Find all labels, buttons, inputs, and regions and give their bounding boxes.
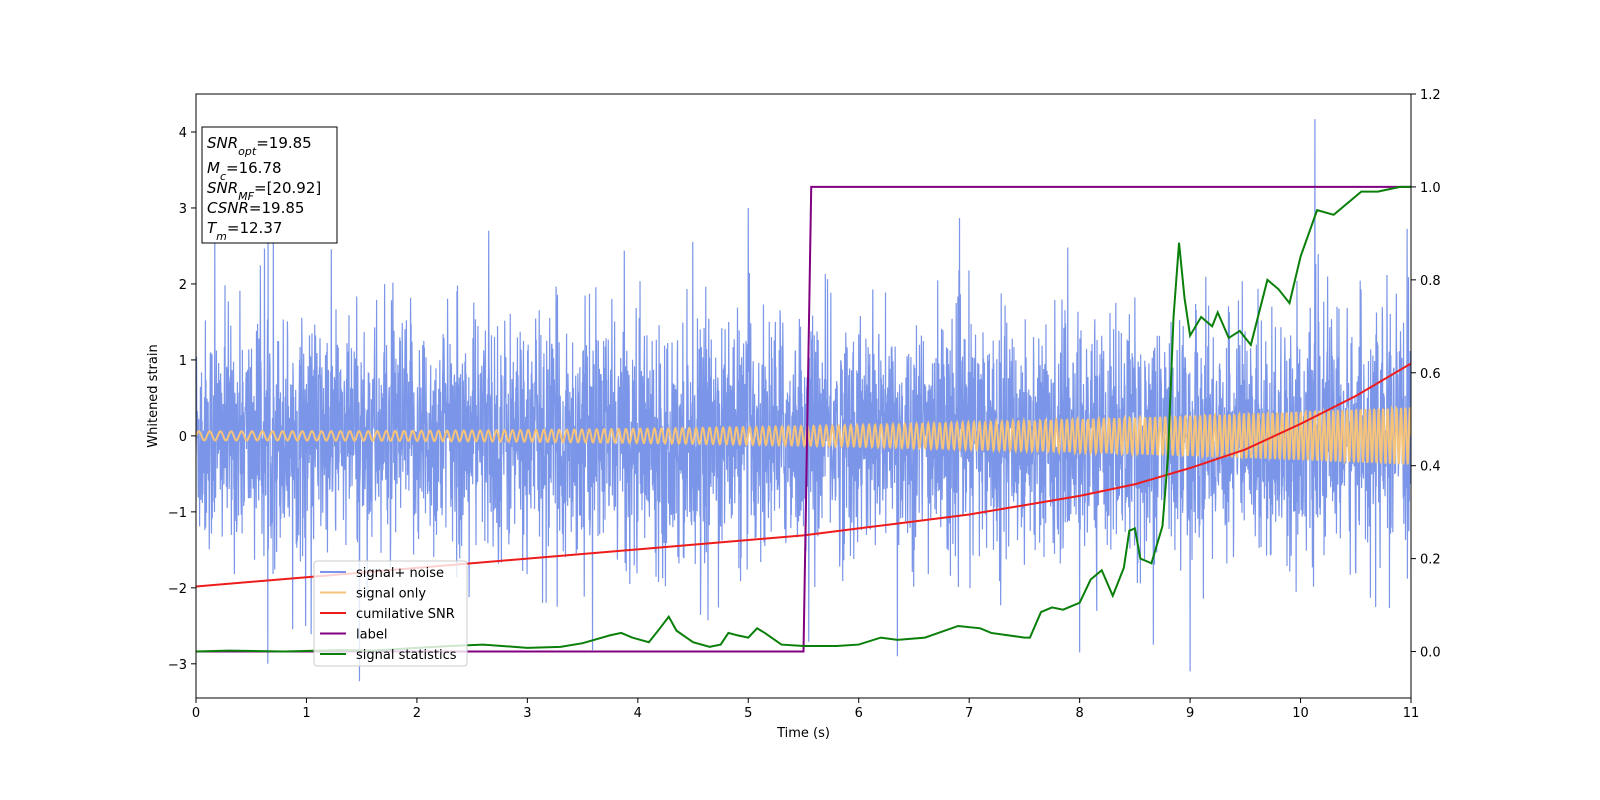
axes-frame [195,93,1412,699]
x-tick-label: 4 [634,706,642,721]
x-tick-label: 10 [1292,706,1309,721]
y-left-tick-label: 4 [179,126,187,141]
y-left-tick-label: −2 [168,582,187,597]
x-tick-label: 11 [1403,706,1420,721]
y-right-tick-label: 1.0 [1420,181,1441,196]
legend-frame [313,560,468,667]
info-box: SNRopt=19.85 Mc=16.78 SNRMF=[20.92] CSNR… [201,126,338,244]
y-axis-left-label: Whitened strain [146,344,161,447]
x-axis-label: Time (s) [776,726,830,741]
y-left-tick-label: 2 [179,278,187,293]
legend-label-signal-statistics: signal statistics [356,648,457,663]
x-tick-label: 3 [523,706,531,721]
info-tm: Tm=12.37 [207,219,282,243]
y-axis-right-ticks: 1.2 1.0 0.8 0.6 0.4 0.2 0.0 [1411,88,1441,661]
legend-label-label: label [356,628,387,643]
info-mc: Mc=16.78 [207,159,282,183]
info-snr-opt: SNRopt=19.85 [207,134,312,158]
series-line-label [196,185,1411,653]
y-right-tick-label: 1.2 [1420,88,1441,103]
y-left-tick-label: −3 [168,658,187,673]
y-right-tick-label: 0.2 [1420,553,1441,568]
y-right-tick-label: 0.4 [1420,460,1441,475]
y-left-tick-label: −1 [168,506,187,521]
info-box-frame [201,126,338,244]
series-line-signal-only [196,404,1411,465]
y-right-tick-label: 0.0 [1420,646,1441,661]
legend: signal+ noise signal only cumilative SNR la… [313,560,468,667]
y-left-tick-label: 1 [179,354,187,369]
x-axis-ticks: 0 1 2 3 4 5 6 7 8 9 10 11 [192,698,1419,721]
legend-label-signal-only: signal only [356,587,426,602]
x-tick-label: 0 [192,706,200,721]
y-left-tick-label: 3 [179,202,187,217]
x-tick-label: 1 [302,706,310,721]
y-right-tick-label: 0.6 [1420,367,1441,382]
x-tick-label: 6 [855,706,863,721]
y-right-tick-label: 0.8 [1420,274,1441,289]
series-line-signal-noise [196,119,1411,682]
x-tick-label: 5 [744,706,752,721]
legend-label-signal-noise: signal+ noise [356,566,444,581]
series-line-cumilative-snr [196,362,1411,588]
x-tick-label: 2 [413,706,421,721]
info-csnr: CSNR=19.85 [207,199,304,217]
plot-data [196,119,1411,682]
x-tick-label: 7 [965,706,973,721]
series-line-signal-statistics [196,185,1411,653]
x-tick-label: 8 [1075,706,1083,721]
y-axis-left-ticks: 4 3 2 1 0 −1 −2 −3 [168,126,196,673]
y-left-tick-label: 0 [179,430,187,445]
legend-items: signal+ noise signal only cumilative SNR la… [320,566,457,663]
legend-label-cumilative-snr: cumilative SNR [356,607,455,622]
x-tick-label: 9 [1186,706,1194,721]
info-snr-mf: SNRMF=[20.92] [207,179,321,203]
